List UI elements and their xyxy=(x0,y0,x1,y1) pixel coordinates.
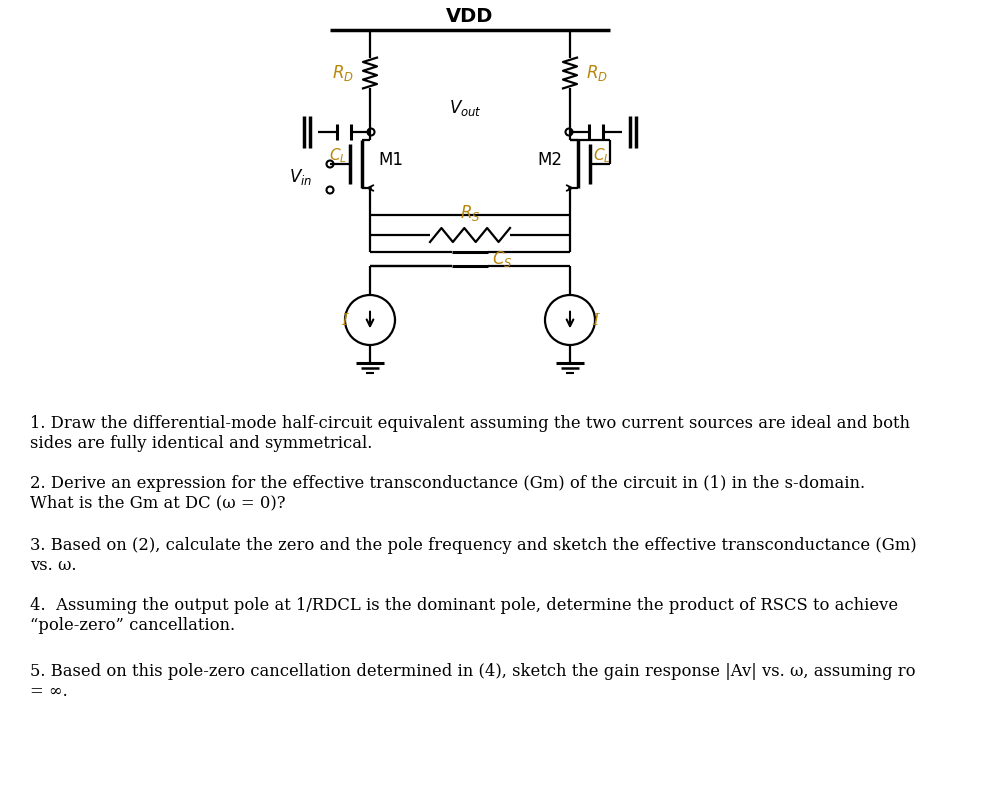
Text: $V_{in}$: $V_{in}$ xyxy=(288,167,312,187)
Text: 4.  Assuming the output pole at 1/RDCL is the dominant pole, determine the produ: 4. Assuming the output pole at 1/RDCL is… xyxy=(30,597,898,634)
Text: 1. Draw the differential-mode half-circuit equivalent assuming the two current s: 1. Draw the differential-mode half-circu… xyxy=(30,415,910,452)
Text: 5. Based on this pole-zero cancellation determined in (4), sketch the gain respo: 5. Based on this pole-zero cancellation … xyxy=(30,663,916,700)
Text: I: I xyxy=(592,312,599,328)
Text: $R_D$: $R_D$ xyxy=(586,63,607,83)
Text: M1: M1 xyxy=(378,151,403,169)
Text: M2: M2 xyxy=(537,151,562,169)
Text: $C_S$: $C_S$ xyxy=(492,249,512,269)
Text: $C_L$: $C_L$ xyxy=(593,146,611,165)
Text: I: I xyxy=(341,312,348,328)
Text: $V_{out}$: $V_{out}$ xyxy=(449,98,482,118)
Text: $R_S$: $R_S$ xyxy=(460,203,481,223)
Text: $R_D$: $R_D$ xyxy=(332,63,354,83)
Text: 2. Derive an expression for the effective transconductance (Gm) of the circuit i: 2. Derive an expression for the effectiv… xyxy=(30,475,865,512)
Text: 3. Based on (2), calculate the zero and the pole frequency and sketch the effect: 3. Based on (2), calculate the zero and … xyxy=(30,537,917,574)
Text: VDD: VDD xyxy=(446,7,494,26)
Text: $C_L$: $C_L$ xyxy=(329,146,347,165)
